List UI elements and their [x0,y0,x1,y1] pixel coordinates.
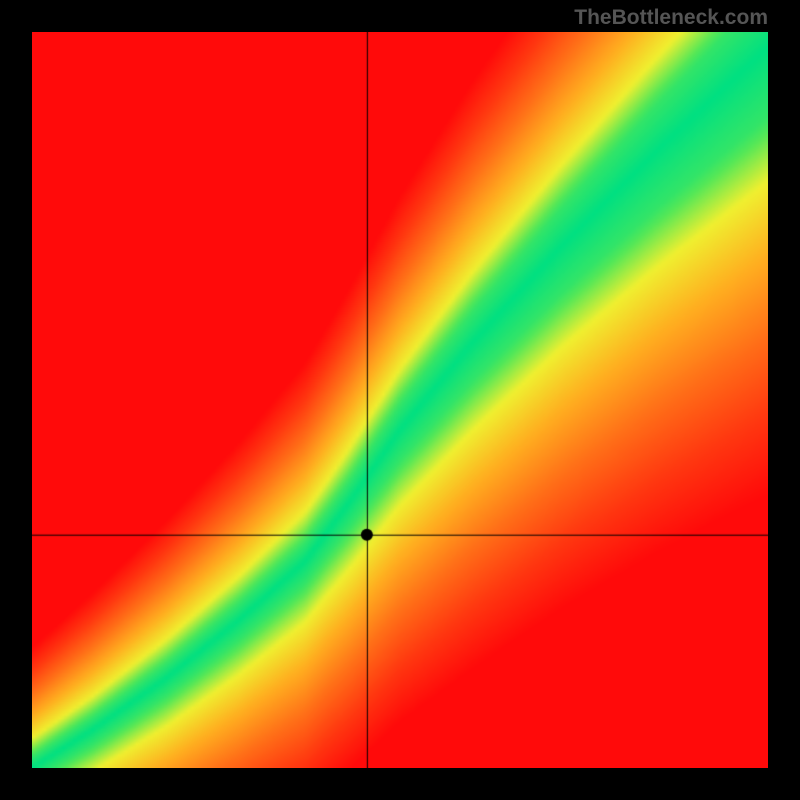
heatmap-canvas [32,32,768,768]
chart-frame: TheBottleneck.com [0,0,800,800]
heatmap-plot [32,32,768,768]
watermark-text: TheBottleneck.com [574,6,768,30]
